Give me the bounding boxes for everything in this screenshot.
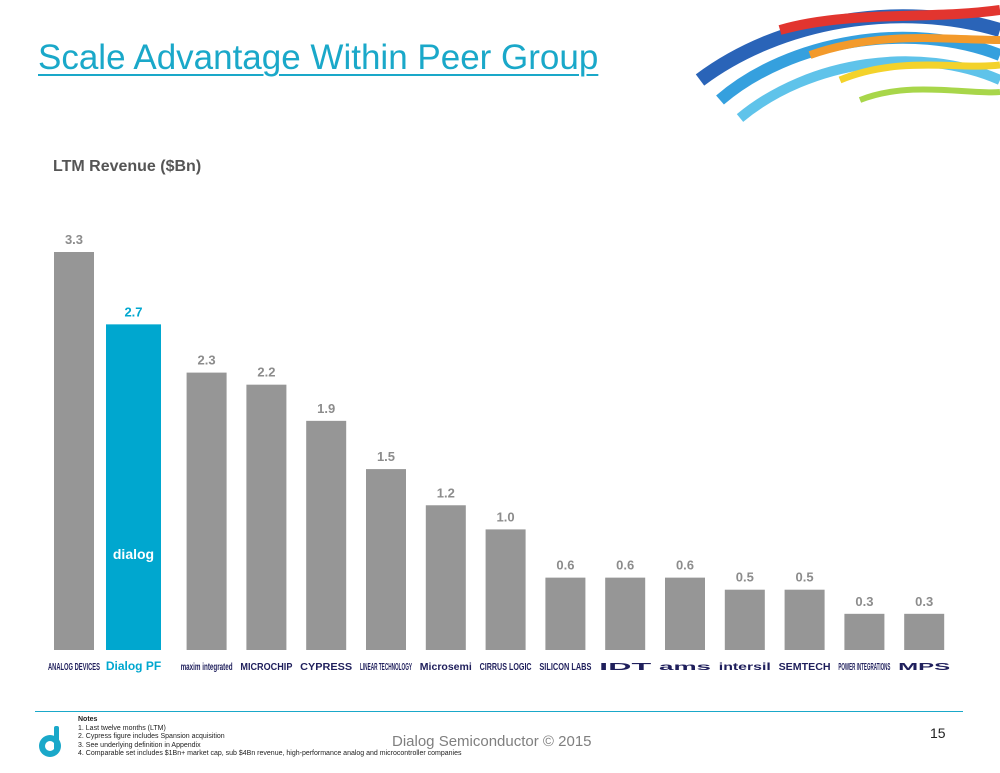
x-tick-label-14: MPS <box>898 662 951 673</box>
bar-value-label-1: 2.7 <box>124 304 142 319</box>
note-item: 2. Cypress figure includes Spansion acqu… <box>78 733 225 740</box>
bar-value-label-10: 0.6 <box>676 558 694 573</box>
dialog-logo-icon <box>39 726 61 757</box>
x-tick-label-5: LINEAR TECHNOLOGY <box>360 662 412 673</box>
bar-3 <box>246 384 287 650</box>
x-tick-label-7: CIRRUS LOGIC <box>480 662 532 673</box>
bar-0 <box>54 252 94 650</box>
bar-13 <box>844 613 885 650</box>
bar-8 <box>545 577 586 650</box>
revenue-bar-chart: 3.3 ANALOG DEVICES 2.7 dialog Dialog PF 2.3 ma… <box>48 232 951 673</box>
bar-value-label-8: 0.6 <box>556 558 574 573</box>
bar-10 <box>665 577 705 650</box>
bar-value-label-3: 2.2 <box>257 365 275 380</box>
x-tick-label-4: CYPRESS <box>300 662 352 673</box>
bar-12 <box>784 589 825 650</box>
notes-heading: Notes <box>78 716 98 723</box>
bar-value-label-2: 2.3 <box>198 353 216 368</box>
note-item: 1. Last twelve months (LTM) <box>78 724 166 732</box>
bar-value-label-0: 3.3 <box>65 232 83 247</box>
highlight-bar-logo-text: dialog <box>113 546 154 562</box>
page-number: 15 <box>930 725 946 741</box>
x-tick-label-13: POWER INTEGRATIONS <box>838 662 890 673</box>
bar-6 <box>425 505 466 650</box>
x-tick-label-3: MICROCHIP <box>240 662 292 673</box>
bar-value-label-7: 1.0 <box>497 509 515 524</box>
bar-9 <box>605 577 646 650</box>
x-tick-label-9: IDT <box>599 662 651 673</box>
bar-value-label-13: 0.3 <box>855 594 873 609</box>
x-tick-label-8: SILICON LABS <box>539 662 591 673</box>
footer-divider <box>35 711 963 712</box>
x-tick-label-0: ANALOG DEVICES <box>48 662 100 673</box>
copyright-text: Dialog Semiconductor © 2015 <box>392 733 592 750</box>
x-tick-label-10: ams <box>659 662 712 673</box>
bar-value-label-5: 1.5 <box>377 449 395 464</box>
chart-subtitle: LTM Revenue ($Bn) <box>53 158 202 175</box>
x-tick-label-6: Microsemi <box>420 662 472 673</box>
bar-2 <box>186 372 227 650</box>
bar-11 <box>724 589 765 650</box>
bar-value-label-9: 0.6 <box>616 558 634 573</box>
bar-value-label-14: 0.3 <box>915 594 933 609</box>
bar-value-label-6: 1.2 <box>437 485 455 500</box>
slide-title: Scale Advantage Within Peer Group <box>38 38 599 77</box>
bar-5 <box>366 469 406 650</box>
bar-value-label-4: 1.9 <box>317 401 335 416</box>
bar-value-label-11: 0.5 <box>736 570 754 585</box>
x-tick-label-11: intersil <box>719 662 771 673</box>
note-item: 3. See underlying definition in Appendix <box>78 741 201 749</box>
bar-7 <box>485 529 526 650</box>
bar-4 <box>306 420 347 650</box>
swoosh-graphic <box>695 5 1000 122</box>
bar-1 <box>106 324 161 650</box>
x-tick-label-1: Dialog PF <box>106 659 161 673</box>
notes-block: Notes 1. Last twelve months (LTM) 2. Cyp… <box>78 716 461 759</box>
note-item: 4. Comparable set includes $1Bn+ market … <box>78 750 462 757</box>
x-tick-label-12: SEMTECH <box>779 662 831 673</box>
bar-value-label-12: 0.5 <box>796 570 814 585</box>
bar-14 <box>904 613 945 650</box>
x-tick-label-2: maxim integrated <box>181 662 233 673</box>
